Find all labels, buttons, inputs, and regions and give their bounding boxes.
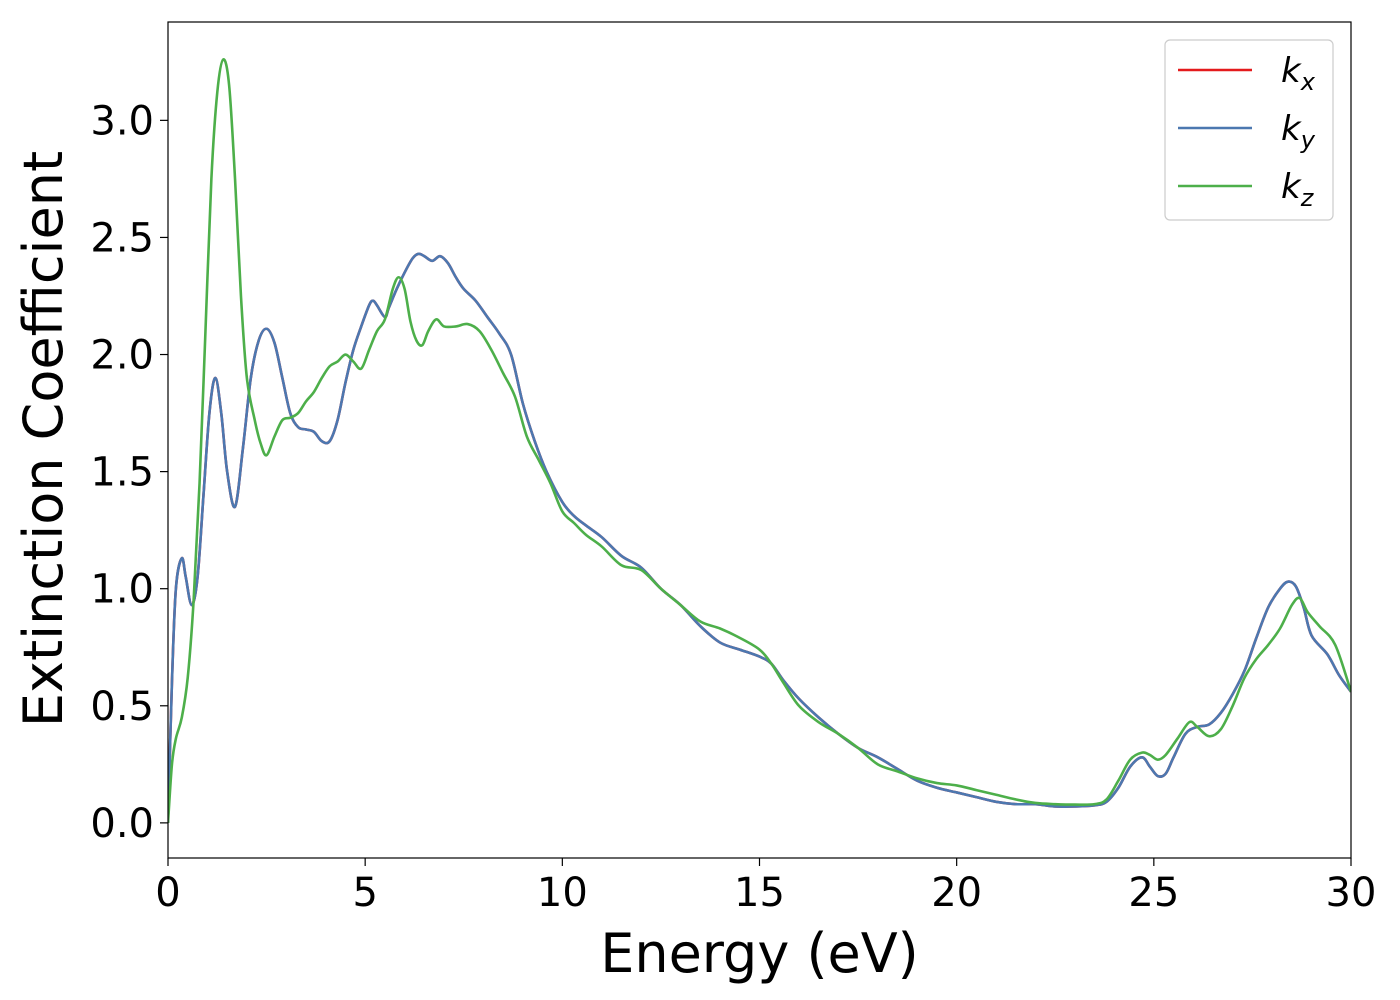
y-tick-label: 1.0: [90, 567, 154, 613]
y-tick-label: 1.5: [90, 450, 154, 496]
y-tick-label: 0.5: [90, 684, 154, 730]
series-layer: [168, 58, 1351, 823]
x-tick-label: 0: [155, 870, 180, 916]
x-tick-label: 15: [734, 870, 785, 916]
x-axis-ticks: 0 5 10 15 20 25 30: [155, 858, 1376, 916]
series-line-kz: [168, 58, 1351, 823]
y-axis-ticks: 0.0 0.5 1.0 1.5 2.0 2.5 3.0: [90, 98, 168, 847]
x-tick-label: 5: [352, 870, 377, 916]
series-line-ky: [168, 252, 1351, 823]
legend-label-kz: kz: [1281, 167, 1315, 212]
legend-label-kx: kx: [1281, 51, 1316, 96]
y-axis-label: Extinction Coefficient: [12, 151, 75, 727]
y-tick-label: 0.0: [90, 801, 154, 847]
y-tick-label: 2.0: [90, 333, 154, 379]
x-tick-label: 30: [1326, 870, 1377, 916]
x-tick-label: 25: [1128, 870, 1179, 916]
legend-label-ky: ky: [1281, 109, 1316, 154]
y-tick-label: 3.0: [90, 98, 154, 144]
legend: kx ky kz: [1164, 39, 1334, 221]
x-axis-label: Energy (eV): [600, 922, 919, 985]
x-tick-label: 10: [537, 870, 588, 916]
x-tick-label: 20: [931, 870, 982, 916]
legend-box: [1164, 39, 1334, 221]
y-tick-label: 2.5: [90, 215, 154, 261]
